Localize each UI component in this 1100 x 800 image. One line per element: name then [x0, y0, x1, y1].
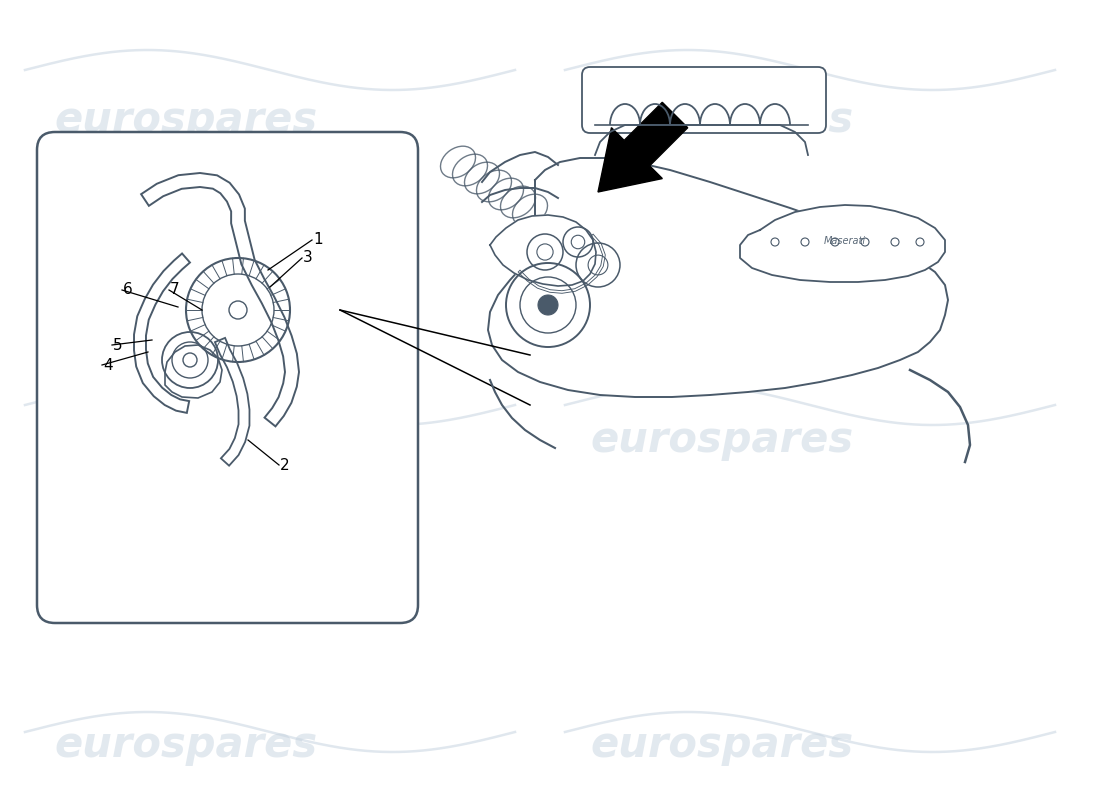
Text: 1: 1 — [314, 233, 322, 247]
Text: 5: 5 — [113, 338, 123, 353]
FancyBboxPatch shape — [37, 132, 418, 623]
Text: 2: 2 — [280, 458, 289, 473]
Circle shape — [229, 301, 248, 319]
Polygon shape — [141, 173, 299, 426]
Circle shape — [183, 353, 197, 367]
Polygon shape — [595, 125, 808, 155]
Text: eurospares: eurospares — [590, 99, 854, 141]
Polygon shape — [214, 338, 250, 466]
Text: eurospares: eurospares — [590, 724, 854, 766]
FancyBboxPatch shape — [582, 67, 826, 133]
Text: Maserati: Maserati — [824, 236, 866, 246]
Text: 6: 6 — [123, 282, 133, 298]
Circle shape — [538, 295, 558, 315]
Text: eurospares: eurospares — [590, 419, 854, 461]
Polygon shape — [488, 158, 948, 397]
Text: eurospares: eurospares — [55, 724, 318, 766]
Text: 3: 3 — [304, 250, 312, 266]
Text: eurospares: eurospares — [55, 419, 318, 461]
Polygon shape — [490, 215, 596, 286]
Text: eurospares: eurospares — [55, 99, 318, 141]
Polygon shape — [134, 254, 190, 413]
Text: 7: 7 — [170, 282, 179, 298]
Polygon shape — [598, 102, 688, 192]
Text: 4: 4 — [103, 358, 113, 373]
Polygon shape — [165, 345, 222, 398]
Polygon shape — [740, 205, 945, 282]
